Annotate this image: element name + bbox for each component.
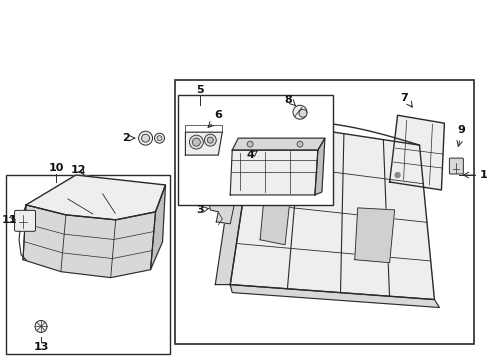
Circle shape bbox=[204, 134, 216, 146]
Bar bbox=[175, 80, 473, 345]
Text: 13: 13 bbox=[33, 342, 49, 352]
Circle shape bbox=[394, 172, 399, 177]
Circle shape bbox=[142, 134, 149, 142]
Circle shape bbox=[292, 105, 306, 119]
Circle shape bbox=[298, 109, 306, 117]
Text: 12: 12 bbox=[71, 165, 86, 175]
Polygon shape bbox=[207, 190, 234, 224]
Text: 2: 2 bbox=[122, 133, 129, 143]
Text: 1: 1 bbox=[478, 170, 486, 180]
Polygon shape bbox=[26, 175, 165, 220]
Polygon shape bbox=[230, 120, 433, 300]
Circle shape bbox=[246, 141, 253, 147]
Text: 3: 3 bbox=[196, 205, 204, 215]
Circle shape bbox=[207, 137, 213, 143]
FancyBboxPatch shape bbox=[15, 210, 36, 231]
Text: 4: 4 bbox=[246, 150, 254, 160]
Text: 11: 11 bbox=[1, 215, 17, 225]
Circle shape bbox=[189, 135, 203, 149]
FancyBboxPatch shape bbox=[448, 158, 463, 174]
Polygon shape bbox=[230, 150, 317, 195]
Polygon shape bbox=[232, 138, 324, 150]
Text: 6: 6 bbox=[214, 110, 222, 120]
Circle shape bbox=[296, 141, 303, 147]
Text: 10: 10 bbox=[48, 163, 63, 173]
Polygon shape bbox=[234, 118, 260, 205]
Polygon shape bbox=[185, 132, 222, 155]
Polygon shape bbox=[260, 197, 289, 245]
Polygon shape bbox=[23, 205, 155, 278]
Text: 9: 9 bbox=[456, 125, 464, 135]
Text: 8: 8 bbox=[284, 95, 291, 105]
Text: 5: 5 bbox=[196, 85, 204, 95]
Polygon shape bbox=[215, 118, 255, 285]
Polygon shape bbox=[230, 285, 439, 307]
Circle shape bbox=[157, 136, 162, 141]
Text: 7: 7 bbox=[400, 93, 407, 103]
Circle shape bbox=[35, 320, 47, 332]
Circle shape bbox=[192, 138, 200, 146]
Polygon shape bbox=[314, 138, 324, 195]
Circle shape bbox=[154, 133, 164, 143]
Polygon shape bbox=[354, 208, 394, 263]
Bar bbox=[6, 175, 170, 354]
Polygon shape bbox=[389, 115, 444, 190]
Bar bbox=[178, 95, 332, 205]
Polygon shape bbox=[150, 185, 165, 270]
Circle shape bbox=[138, 131, 152, 145]
